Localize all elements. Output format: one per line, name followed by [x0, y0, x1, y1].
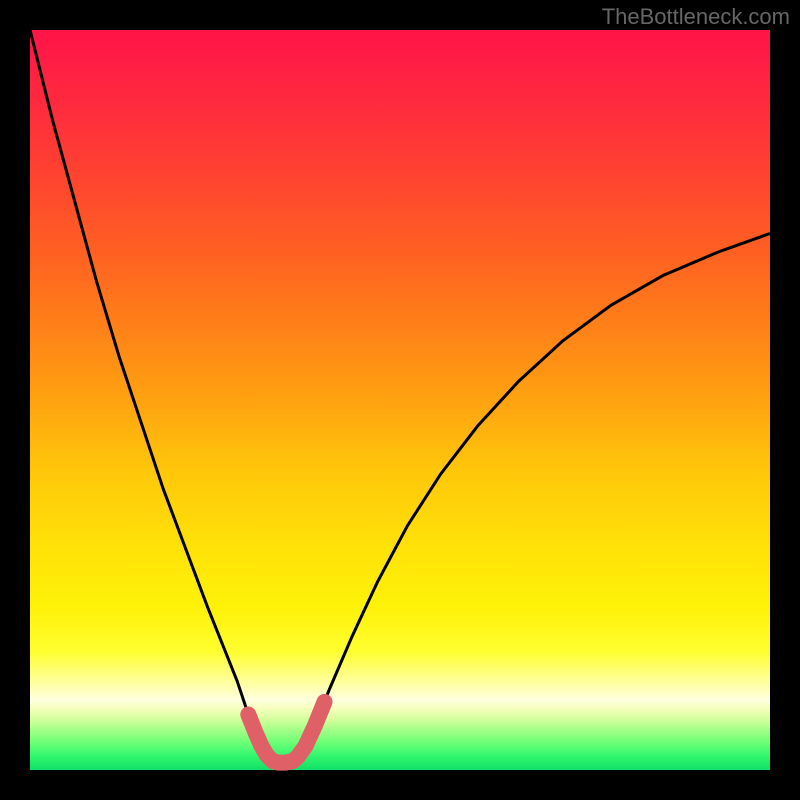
bottleneck-plot — [0, 0, 800, 800]
watermark-text: TheBottleneck.com — [602, 4, 790, 30]
gradient-background — [30, 30, 770, 770]
chart-frame: TheBottleneck.com — [0, 0, 800, 800]
